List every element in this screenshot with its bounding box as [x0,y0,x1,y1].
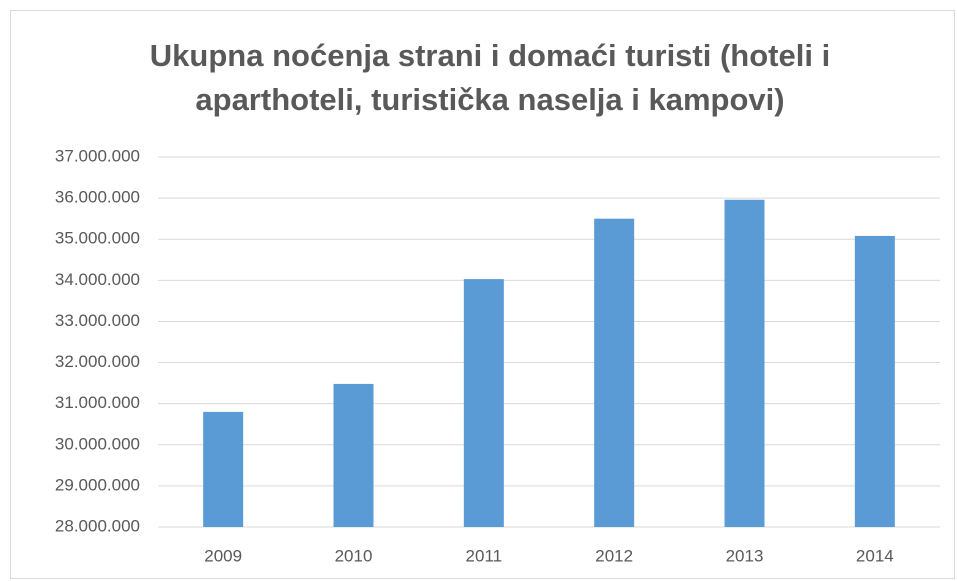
x-tick-label: 2011 [466,546,503,565]
y-tick-label: 29.000.000 [55,475,140,494]
chart-title: Ukupna noćenja strani i domaći turisti (… [149,38,831,117]
bar [724,199,765,527]
bar [463,279,504,527]
bar [594,218,635,527]
bar [333,383,374,527]
bar [854,235,895,527]
y-tick-label: 32.000.000 [55,352,140,371]
y-tick-label: 35.000.000 [55,229,140,248]
y-tick-label: 30.000.000 [55,434,140,453]
y-tick-label: 34.000.000 [55,270,140,289]
x-tick-label: 2012 [595,546,633,565]
y-tick-label: 36.000.000 [55,188,140,207]
bar [203,411,244,527]
y-tick-label: 37.000.000 [55,146,140,165]
chart-frame [10,10,955,579]
x-tick-label: 2010 [335,546,373,565]
y-tick-label: 33.000.000 [55,311,140,330]
x-tick-label: 2013 [726,546,764,565]
x-tick-label: 2009 [204,546,242,565]
y-tick-label: 31.000.000 [55,393,140,412]
y-tick-label: 28.000.000 [55,516,140,535]
x-tick-label: 2014 [856,546,894,565]
